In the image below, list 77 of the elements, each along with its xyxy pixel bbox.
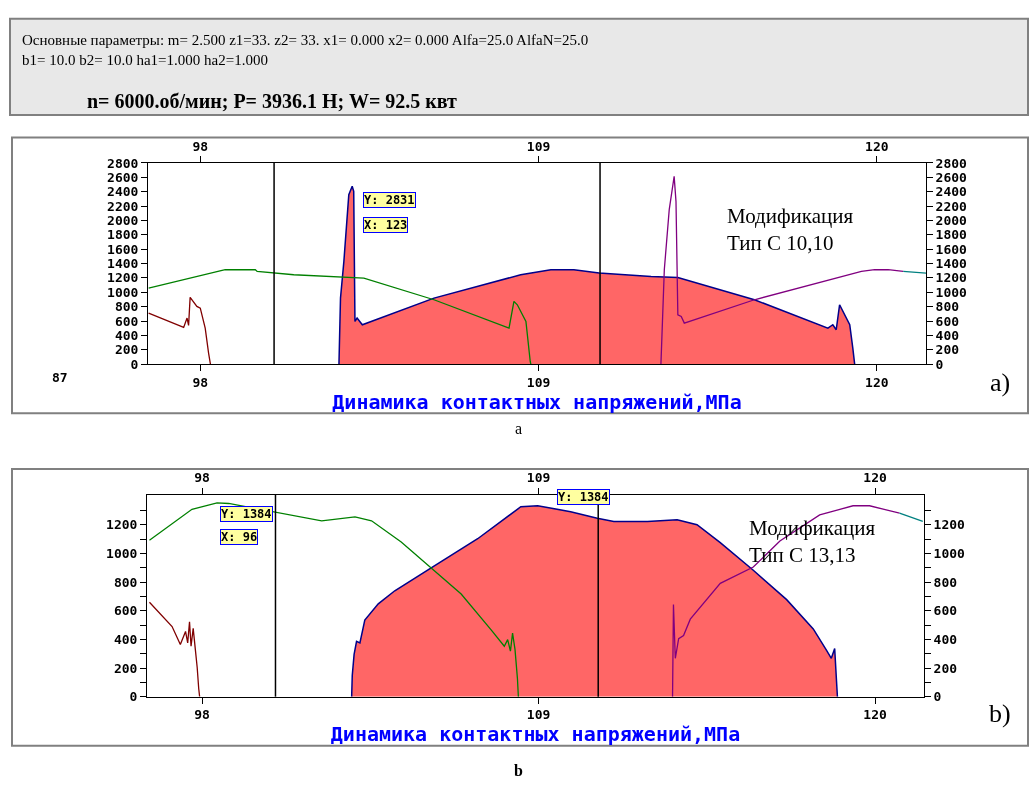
text: a xyxy=(515,420,523,437)
x2-tick-label: 109 xyxy=(526,374,551,390)
text: b) xyxy=(989,699,1011,728)
y2-tick-label: 1400 xyxy=(935,256,968,272)
x-tick-label: 109 xyxy=(526,138,551,154)
y-tick-label: 2600 xyxy=(107,169,139,185)
text: a) xyxy=(990,368,1011,397)
y-tick-label: 2800 xyxy=(107,155,139,171)
line-series xyxy=(671,505,901,697)
y-tick-label: 1000 xyxy=(106,545,138,561)
y-tick-label: 1200 xyxy=(106,517,138,533)
y2-tick-label: 0 xyxy=(933,689,942,705)
chart-title: Основные параметры: m= 2.500 z1=33. z2= 33. x1= 0.000 x2= 0.000 Alfa=25.0 AlfaN=25.0 b1= 10.0 b2= 10.0 ha1=1.000 ha2=1.000 xyxy=(22,32,589,68)
y-tick-label: 2400 xyxy=(107,184,139,200)
y2-tick-label: 800 xyxy=(933,574,958,590)
y2-tick-label: 800 xyxy=(935,299,960,315)
line-series xyxy=(148,601,201,697)
text: b xyxy=(514,762,523,779)
y-tick-label: 600 xyxy=(113,603,138,619)
y-tick-label: 1600 xyxy=(107,241,139,257)
x2-tick-label: 98 xyxy=(194,707,211,723)
x-tick-label: 120 xyxy=(865,138,889,154)
annotation: Y: 1384 xyxy=(558,490,609,504)
chart-subtitle: n= 6000.об/мин; P= 3936.1 H; W= 92.5 квт xyxy=(87,90,458,112)
line-series xyxy=(148,502,520,697)
y2-tick-label: 2600 xyxy=(935,169,968,185)
annotation: Y: 1384 xyxy=(221,507,272,521)
x-axis-title: Динамика контактных напряжений,МПа xyxy=(332,389,742,414)
y2-tick-label: 1200 xyxy=(933,517,966,533)
y-tick-label: 800 xyxy=(114,299,139,315)
y2-tick-label: 1000 xyxy=(933,545,966,561)
text: 87 xyxy=(52,370,68,385)
annotation: X: 123 xyxy=(364,218,408,232)
y2-tick-label: 1200 xyxy=(935,270,968,286)
annotation: Y: 2831 xyxy=(364,193,415,207)
x-axis-title: Динамика контактных напряжений,МПа xyxy=(330,722,741,747)
y-tick-label: 400 xyxy=(113,631,138,647)
x2-tick-label: 120 xyxy=(865,374,889,390)
y-tick-label: 600 xyxy=(114,313,139,329)
y-tick-label: 1000 xyxy=(107,284,139,300)
y-tick-label: 0 xyxy=(130,356,139,372)
y2-tick-label: 2800 xyxy=(935,155,968,171)
y-tick-label: 200 xyxy=(114,342,139,358)
x-tick-label: 109 xyxy=(526,470,551,486)
y2-tick-label: 400 xyxy=(933,631,958,647)
y-tick-label: 2000 xyxy=(107,213,139,228)
x2-tick-label: 98 xyxy=(192,374,209,390)
y-tick-label: 1200 xyxy=(107,270,139,286)
y-tick-label: 2200 xyxy=(107,198,139,214)
y2-tick-label: 200 xyxy=(933,660,958,676)
y2-tick-label: 600 xyxy=(935,313,960,329)
y-tick-label: 1800 xyxy=(107,227,139,243)
annotation: Модификация Тип С 10,10 xyxy=(727,204,854,256)
y2-tick-label: 1600 xyxy=(935,241,968,257)
x-tick-label: 98 xyxy=(194,470,211,486)
y-tick-label: 0 xyxy=(129,689,138,705)
y2-tick-label: 2000 xyxy=(935,213,968,228)
line-series xyxy=(148,269,532,365)
line-series xyxy=(660,175,904,365)
y2-tick-label: 1800 xyxy=(935,227,968,243)
y2-tick-label: 600 xyxy=(933,603,958,619)
y2-tick-label: 400 xyxy=(935,327,960,343)
x-tick-label: 98 xyxy=(192,138,209,154)
y-tick-label: 800 xyxy=(113,574,138,590)
y-tick-label: 400 xyxy=(114,327,139,343)
annotation: X: 96 xyxy=(221,530,258,544)
y2-tick-label: 2400 xyxy=(935,184,968,200)
line-series xyxy=(148,296,212,365)
y2-tick-label: 2200 xyxy=(935,198,968,214)
x-tick-label: 120 xyxy=(863,470,887,486)
y2-tick-label: 0 xyxy=(935,356,944,372)
y-tick-label: 200 xyxy=(113,660,138,676)
y-tick-label: 1400 xyxy=(107,256,139,272)
x2-tick-label: 109 xyxy=(526,707,551,723)
y2-tick-label: 200 xyxy=(935,342,960,358)
y2-tick-label: 1000 xyxy=(935,284,968,300)
x2-tick-label: 120 xyxy=(863,707,887,723)
